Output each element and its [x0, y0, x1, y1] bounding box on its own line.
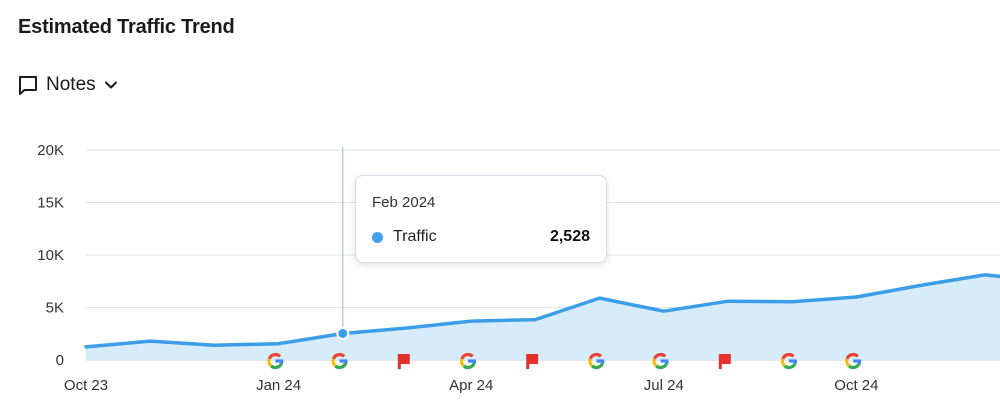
google-icon	[267, 352, 284, 370]
x-tick-label: Jan 24	[256, 377, 301, 394]
chevron-down-icon	[104, 81, 117, 89]
x-tick-label: Oct 23	[64, 377, 108, 394]
flag-icon	[718, 354, 731, 369]
chart-title: Estimated Traffic Trend	[18, 16, 235, 38]
y-tick-label: 15K	[37, 195, 64, 212]
google-icon	[845, 352, 862, 370]
tooltip-series-dot	[372, 232, 383, 243]
flag-icon	[526, 354, 539, 369]
y-tick-label: 0	[56, 352, 64, 369]
google-icon	[459, 352, 477, 370]
google-icon	[588, 352, 605, 370]
traffic-line	[84, 273, 1000, 349]
y-tick-label: 20K	[37, 142, 64, 159]
google-icon	[331, 352, 348, 370]
tooltip-series-name: Traffic	[393, 228, 437, 245]
tooltip-value: 2,528	[549, 228, 590, 245]
x-tick-label: Apr 24	[449, 377, 493, 394]
notes-dropdown[interactable]: Notes	[18, 74, 118, 96]
google-icon	[780, 352, 798, 370]
google-icon	[652, 352, 669, 370]
y-tick-label: 5K	[46, 300, 64, 317]
x-tick-label: Oct 24	[834, 377, 878, 394]
y-tick-label: 10K	[37, 247, 64, 264]
flag-icon	[397, 354, 410, 369]
tooltip-date: Feb 2024	[372, 194, 436, 211]
highlight-point	[336, 326, 350, 340]
notes-label: Notes	[46, 74, 96, 95]
chart-tooltip: Feb 2024 Traffic 2,528	[355, 175, 607, 263]
comment-icon	[19, 76, 37, 95]
x-tick-label: Jul 24	[644, 377, 684, 394]
